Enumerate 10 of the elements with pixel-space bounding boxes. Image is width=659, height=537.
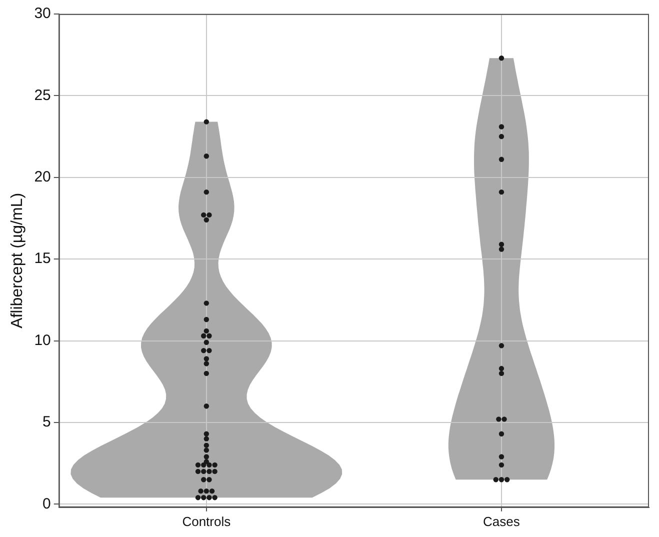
x-tick-label: Controls bbox=[182, 514, 232, 529]
y-tick-label: 0 bbox=[42, 495, 51, 512]
y-tick-label: 5 bbox=[42, 414, 51, 431]
y-tick-label: 15 bbox=[34, 250, 51, 268]
y-tick-label: 10 bbox=[34, 332, 51, 349]
x-tick-label: Cases bbox=[483, 514, 520, 529]
y-tick-label: 25 bbox=[34, 86, 51, 104]
y-axis-title: Aflibercept (µg/mL) bbox=[9, 192, 26, 328]
y-tick-label: 20 bbox=[34, 168, 51, 186]
y-tick-label: 30 bbox=[34, 5, 51, 22]
